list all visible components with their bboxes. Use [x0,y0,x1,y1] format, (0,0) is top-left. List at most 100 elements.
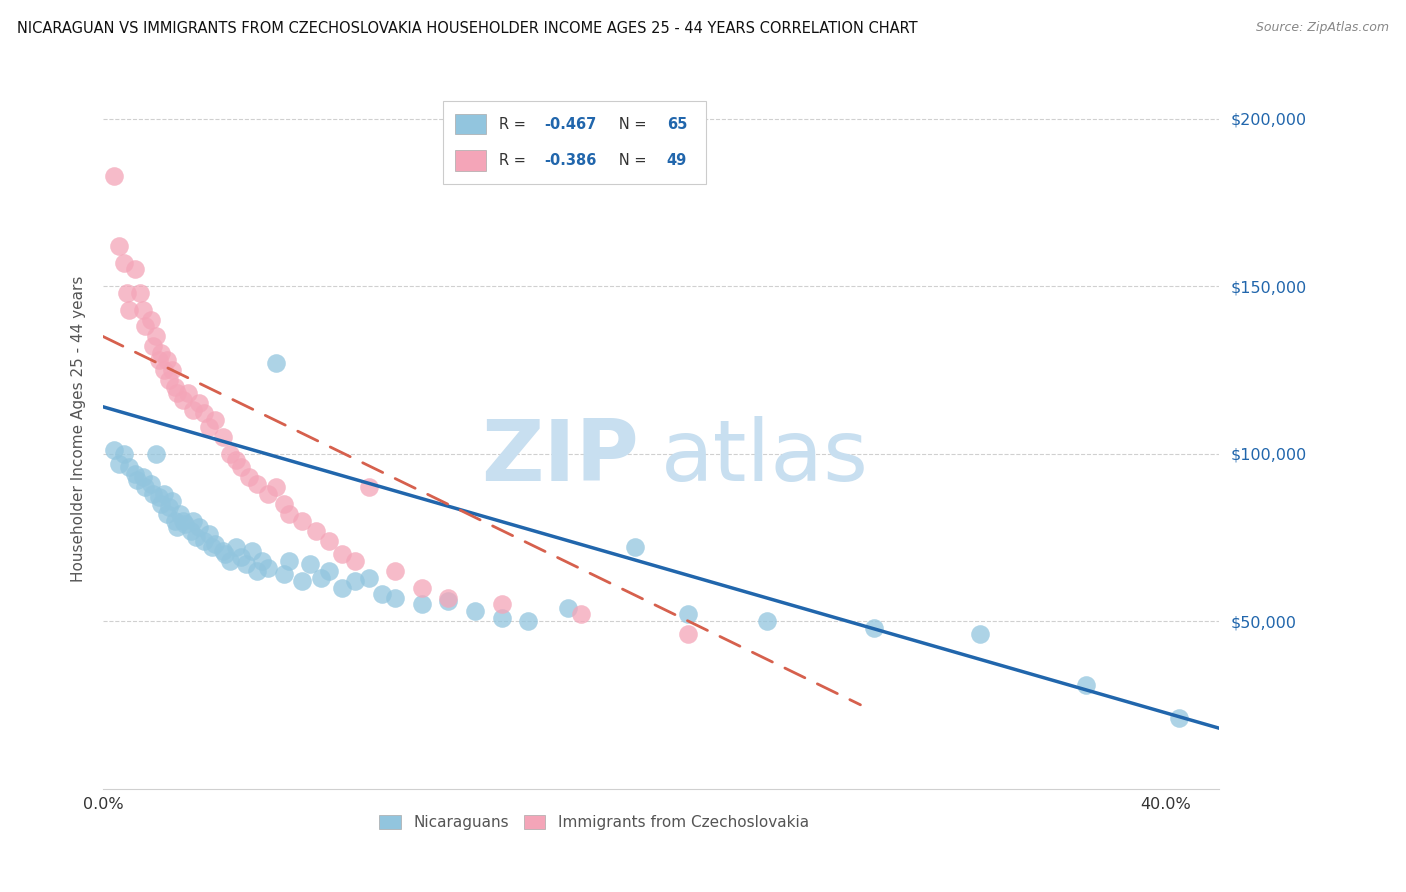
Point [150,497,173,511]
Point [198,420,221,434]
Point [384,564,406,578]
Point [623,541,645,555]
Point [557,600,579,615]
Point [214,547,236,561]
Point [103,169,125,183]
Point [344,554,367,568]
Point [153,363,176,377]
FancyBboxPatch shape [454,114,486,134]
Point [411,598,433,612]
Point [103,443,125,458]
Point [969,627,991,641]
Text: ZIP: ZIP [481,416,638,499]
Point [163,514,186,528]
Point [145,329,167,343]
Point [163,379,186,393]
Point [357,480,380,494]
Point [219,554,242,568]
Point [330,547,353,561]
Point [156,352,179,367]
Point [181,514,204,528]
Point [256,487,278,501]
Point [676,627,699,641]
Point [112,256,135,270]
Point [129,285,152,300]
Text: 49: 49 [666,153,688,168]
Point [132,470,155,484]
Point [169,507,191,521]
Point [371,587,394,601]
Point [229,460,252,475]
Point [464,604,486,618]
Point [198,527,221,541]
Point [166,386,188,401]
Point [264,356,287,370]
Point [157,373,180,387]
Point [309,570,332,584]
Text: N =: N = [605,117,651,132]
Point [318,533,340,548]
Point [108,239,131,253]
Point [411,581,433,595]
Point [193,407,215,421]
Point [201,541,224,555]
Point [156,507,179,521]
Text: R =: R = [499,117,530,132]
Text: R =: R = [499,153,530,168]
Point [211,430,233,444]
Point [252,554,274,568]
Point [160,493,183,508]
Point [235,557,257,571]
Point [229,550,252,565]
Point [139,312,162,326]
Point [142,339,165,353]
Legend: Nicaraguans, Immigrants from Czechoslovakia: Nicaraguans, Immigrants from Czechoslova… [375,810,813,835]
Point [153,487,176,501]
Point [124,467,146,481]
Point [187,396,209,410]
Point [676,607,699,622]
Point [112,447,135,461]
Point [437,594,460,608]
Point [118,460,141,475]
Point [134,480,156,494]
Point [127,474,149,488]
Point [150,346,173,360]
Point [193,533,215,548]
Point [172,392,194,407]
Text: Source: ZipAtlas.com: Source: ZipAtlas.com [1256,21,1389,34]
Point [256,560,278,574]
Point [862,621,884,635]
Text: atlas: atlas [661,416,869,499]
Point [304,524,326,538]
Text: N =: N = [605,153,651,168]
Point [172,514,194,528]
Point [148,352,170,367]
Point [145,447,167,461]
Point [180,524,202,538]
Point [318,564,340,578]
Point [132,302,155,317]
Text: -0.467: -0.467 [544,117,596,132]
Point [225,541,247,555]
Point [177,386,200,401]
Point [330,581,353,595]
Point [187,520,209,534]
Point [491,611,513,625]
Point [204,537,226,551]
Point [384,591,406,605]
Point [139,476,162,491]
Point [166,520,188,534]
Point [240,543,263,558]
Point [148,490,170,504]
Point [225,453,247,467]
Point [273,497,295,511]
Text: -0.386: -0.386 [544,153,596,168]
Point [278,507,301,521]
Text: NICARAGUAN VS IMMIGRANTS FROM CZECHOSLOVAKIA HOUSEHOLDER INCOME AGES 25 - 44 YEA: NICARAGUAN VS IMMIGRANTS FROM CZECHOSLOV… [17,21,918,36]
Point [142,487,165,501]
Point [181,403,204,417]
Point [264,480,287,494]
Point [204,413,226,427]
Point [157,500,180,515]
